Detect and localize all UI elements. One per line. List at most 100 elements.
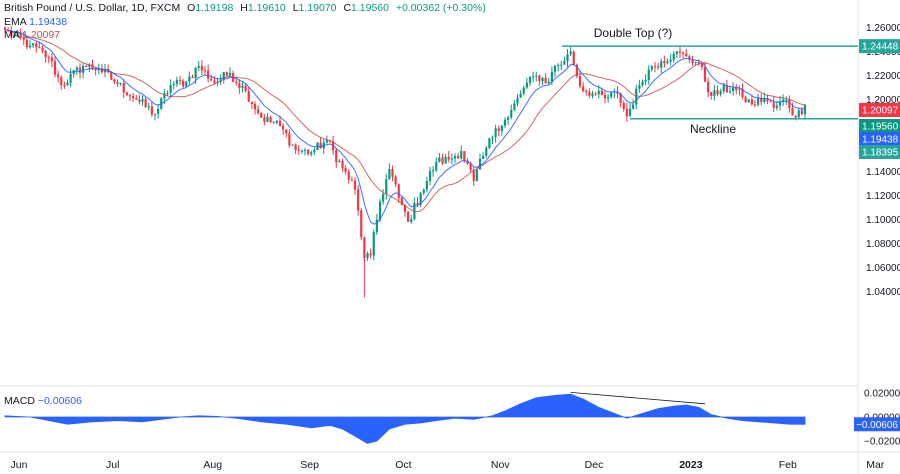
- candle-body: [410, 219, 413, 222]
- candle-body: [394, 176, 397, 185]
- candle-body: [91, 64, 94, 69]
- candle-body: [238, 82, 241, 88]
- candle-body: [53, 61, 57, 75]
- symbol-legend[interactable]: British Pound / U.S. Dollar, 1D, FXCM O1…: [4, 2, 486, 14]
- candle-body: [147, 106, 150, 108]
- candle-body: [203, 70, 207, 72]
- candle-body: [272, 121, 275, 123]
- candle-body: [257, 109, 260, 114]
- time-axis[interactable]: Jun Jul Aug Sep Oct Nov Dec 2023 Feb Mar: [11, 459, 885, 471]
- candle-body: [657, 66, 660, 68]
- candle-body: [800, 110, 803, 115]
- candle-body: [313, 150, 316, 153]
- price-tick-label: 1.06000: [866, 263, 900, 274]
- candle-body: [525, 82, 528, 88]
- candle-body: [60, 77, 63, 86]
- candle-body: [13, 34, 16, 36]
- candle-body: [125, 92, 128, 96]
- candle-body: [738, 88, 741, 90]
- candle-body: [388, 169, 391, 180]
- candle-body: [516, 97, 519, 104]
- ema-value: 1.19438: [29, 16, 68, 28]
- candle-body: [172, 83, 175, 86]
- candle-body: [113, 79, 116, 83]
- candle-body: [325, 140, 328, 143]
- candle-body: [335, 150, 338, 163]
- candle-body: [185, 81, 188, 87]
- price-tick-label: 1.14000: [866, 167, 900, 178]
- candle-body: [253, 103, 257, 110]
- candle-body: [713, 90, 716, 96]
- candle-body: [297, 149, 300, 151]
- candle-body: [691, 59, 694, 63]
- candle-body: [753, 104, 757, 106]
- candle-body: [141, 99, 144, 102]
- ma-line: [4, 29, 806, 213]
- candle-body: [288, 133, 291, 146]
- candlestick-series: [3, 25, 807, 298]
- candle-body: [660, 61, 663, 68]
- candle-body: [547, 81, 550, 84]
- candle-body: [82, 65, 85, 73]
- candle-body: [319, 142, 322, 149]
- low-value: 1.19070: [298, 2, 337, 14]
- candle-body: [85, 65, 88, 67]
- price-axis[interactable]: 1.260001.240001.220001.200001.180001.160…: [866, 23, 900, 298]
- candle-body: [763, 98, 766, 103]
- candle-body: [22, 37, 25, 40]
- time-tick-label: Dec: [585, 459, 604, 471]
- candle-body: [128, 95, 132, 97]
- ma-legend[interactable]: MA 1.20097: [4, 29, 60, 41]
- candle-body: [560, 64, 563, 66]
- candle-body: [38, 47, 41, 49]
- candle-body: [653, 66, 657, 68]
- macd-area-fill: [4, 393, 806, 444]
- candle-body: [360, 210, 363, 238]
- candle-body: [16, 32, 19, 35]
- candle-body: [735, 87, 738, 90]
- candle-body: [732, 87, 735, 92]
- candle-body: [44, 50, 47, 58]
- candle-body: [669, 59, 672, 62]
- candle-body: [63, 85, 66, 87]
- candle-body: [135, 98, 138, 100]
- candle-body: [697, 62, 700, 64]
- price-tick-label: 1.22000: [866, 71, 900, 82]
- price-tag-label: 1.19560: [862, 122, 899, 133]
- macd-label: MACD: [4, 395, 35, 407]
- candle-body: [403, 205, 407, 212]
- price-tag: [859, 39, 900, 54]
- candle-body: [119, 83, 122, 85]
- price-tick-label: 1.10000: [866, 215, 900, 226]
- candle-body: [50, 57, 53, 62]
- macd-value: −0.00606: [37, 395, 82, 407]
- candle-body: [285, 129, 288, 134]
- candle-body: [741, 88, 744, 98]
- candle-body: [572, 51, 575, 65]
- candle-body: [463, 151, 466, 161]
- price-tag: [859, 145, 900, 159]
- ema-legend[interactable]: EMA 1.19438: [4, 16, 67, 28]
- ma-label: MA: [4, 29, 20, 41]
- candle-body: [41, 47, 44, 51]
- candle-body: [632, 104, 635, 109]
- candle-body: [744, 97, 747, 103]
- candle-body: [803, 104, 807, 115]
- candle-body: [600, 90, 603, 95]
- candle-body: [300, 150, 303, 152]
- candle-body: [250, 101, 253, 104]
- candle-body: [528, 76, 532, 83]
- macd-legend[interactable]: MACD −0.00606: [4, 395, 82, 407]
- candle-body: [353, 180, 357, 190]
- candle-body: [191, 76, 194, 79]
- candle-body: [222, 72, 225, 80]
- candle-body: [500, 125, 503, 131]
- time-tick-label: 2023: [679, 459, 703, 471]
- candle-body: [366, 253, 369, 258]
- candle-body: [472, 170, 475, 182]
- candle-body: [210, 78, 213, 81]
- price-tick-label: 1.26000: [866, 23, 900, 34]
- candle-body: [441, 157, 444, 164]
- candle-body: [132, 96, 135, 99]
